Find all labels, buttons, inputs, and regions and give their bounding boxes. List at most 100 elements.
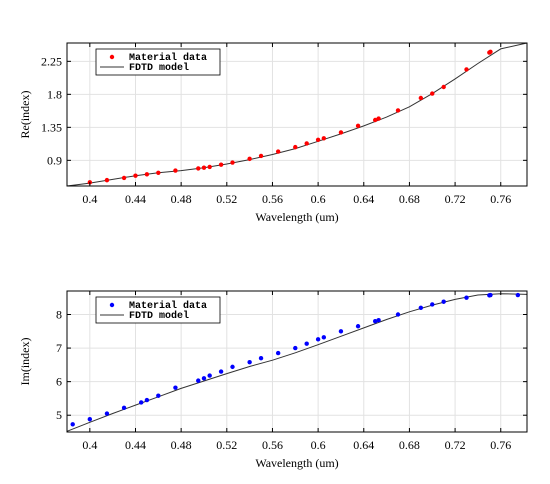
x-tick-label: 0.68 bbox=[399, 438, 420, 452]
legend-box bbox=[95, 296, 221, 324]
data-point bbox=[464, 295, 469, 300]
x-tick-label: 0.76 bbox=[490, 192, 511, 206]
y-tick-label: 1.8 bbox=[47, 87, 62, 101]
data-point bbox=[196, 378, 201, 383]
legend-label: Material data bbox=[129, 52, 207, 64]
data-point bbox=[70, 422, 75, 427]
legend-marker bbox=[109, 302, 115, 308]
data-point bbox=[293, 144, 298, 150]
data-point bbox=[464, 67, 469, 72]
data-point bbox=[395, 108, 401, 113]
legend-label: Material data bbox=[129, 300, 207, 312]
data-point bbox=[315, 337, 321, 342]
y-tick-label: 8 bbox=[56, 308, 62, 322]
x-tick-label: 0.72 bbox=[445, 192, 466, 206]
data-point bbox=[230, 160, 235, 165]
data-point bbox=[87, 417, 93, 422]
x-tick-label: 0.4 bbox=[82, 438, 97, 452]
y-tick-label: 5 bbox=[56, 408, 62, 422]
y-axis-label: Re(index) bbox=[18, 91, 32, 139]
data-point bbox=[304, 141, 309, 146]
data-point bbox=[338, 329, 344, 334]
x-tick-label: 0.48 bbox=[171, 438, 192, 452]
data-point bbox=[104, 411, 110, 416]
data-point bbox=[156, 393, 161, 398]
data-point bbox=[201, 376, 207, 381]
legend-marker bbox=[109, 54, 115, 60]
x-tick-label: 0.64 bbox=[353, 192, 374, 206]
legend-box bbox=[95, 48, 221, 76]
x-tick-label: 0.68 bbox=[399, 192, 420, 206]
data-point bbox=[207, 373, 212, 378]
x-tick-label: 0.44 bbox=[125, 192, 146, 206]
data-point bbox=[258, 355, 264, 361]
data-point bbox=[395, 312, 401, 317]
x-axis-label: Wavelength (um) bbox=[255, 210, 338, 224]
x-tick-label: 0.76 bbox=[490, 438, 511, 452]
data-point bbox=[441, 299, 446, 304]
data-point bbox=[304, 341, 309, 346]
data-point bbox=[121, 405, 127, 411]
data-point bbox=[173, 385, 178, 390]
x-tick-label: 0.44 bbox=[125, 438, 146, 452]
x-tick-label: 0.48 bbox=[171, 192, 192, 206]
legend-label: FDTD model bbox=[129, 310, 189, 322]
x-tick-label: 0.6 bbox=[311, 192, 326, 206]
data-point bbox=[372, 319, 378, 324]
data-point bbox=[144, 397, 150, 403]
data-point bbox=[355, 324, 361, 329]
data-point bbox=[258, 153, 264, 159]
data-point bbox=[376, 318, 381, 323]
data-point bbox=[173, 168, 178, 173]
data-point bbox=[338, 130, 344, 135]
data-point bbox=[418, 305, 424, 310]
data-point bbox=[121, 175, 127, 181]
x-tick-label: 0.4 bbox=[82, 192, 97, 206]
data-point bbox=[138, 400, 144, 405]
data-point bbox=[441, 84, 446, 90]
data-point bbox=[321, 136, 327, 141]
x-tick-label: 0.52 bbox=[216, 192, 237, 206]
data-point bbox=[196, 166, 201, 171]
y-tick-label: 0.9 bbox=[47, 153, 62, 167]
data-point bbox=[144, 172, 150, 177]
data-point bbox=[218, 369, 224, 374]
data-point bbox=[275, 350, 281, 356]
x-tick-label: 0.6 bbox=[311, 438, 326, 452]
x-axis-label: Wavelength (um) bbox=[255, 456, 338, 470]
chart-bottom: 0.4 0.44 0.48 0.52 0.56 0.6 0.64 0.68 0.72 0.76 5 6… bbox=[18, 290, 528, 470]
y-tick-label: 7 bbox=[56, 341, 62, 355]
x-tick-label: 0.52 bbox=[216, 438, 237, 452]
data-point bbox=[156, 170, 161, 175]
axes-frame bbox=[66, 42, 528, 187]
data-point bbox=[488, 49, 493, 54]
data-point bbox=[247, 156, 252, 162]
data-point bbox=[201, 165, 207, 170]
y-axis-label: Im(index) bbox=[18, 338, 32, 386]
x-tick-label: 0.56 bbox=[262, 192, 283, 206]
y-tick-label: 6 bbox=[56, 375, 62, 389]
data-point bbox=[293, 345, 298, 351]
y-tick-label: 2.25 bbox=[41, 54, 62, 68]
axes-frame bbox=[66, 290, 528, 433]
data-point bbox=[247, 359, 252, 365]
data-point bbox=[376, 116, 381, 121]
data-point bbox=[218, 162, 224, 167]
data-point bbox=[488, 292, 493, 298]
data-point bbox=[430, 302, 435, 307]
data-point bbox=[315, 137, 321, 142]
data-point bbox=[207, 164, 212, 170]
data-point bbox=[104, 177, 110, 183]
x-tick-label: 0.64 bbox=[353, 438, 374, 452]
data-point bbox=[230, 364, 235, 370]
chart-top: 0.4 0.44 0.48 0.52 0.56 0.6 0.64 0.68 0.72 0.76 0.… bbox=[18, 42, 528, 224]
x-tick-label: 0.72 bbox=[445, 438, 466, 452]
data-point bbox=[372, 117, 378, 123]
data-point bbox=[275, 149, 281, 154]
data-point bbox=[418, 95, 424, 101]
x-tick-label: 0.56 bbox=[262, 438, 283, 452]
y-tick-label: 1.35 bbox=[41, 120, 62, 134]
